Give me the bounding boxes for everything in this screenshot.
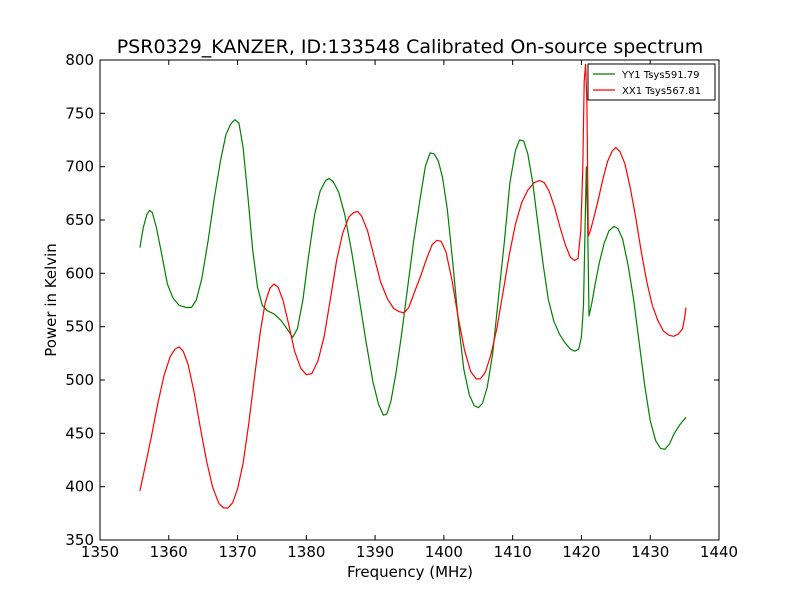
legend-label-yy1: YY1 Tsys591.79 [621,70,700,81]
y-tick-label: 800 [65,51,94,69]
legend-label-xx1: XX1 Tsys567.81 [622,86,701,97]
x-tick-label: 1360 [150,543,188,561]
x-tick-label: 1440 [700,543,738,561]
chart-title: PSR0329_KANZER, ID:133548 Calibrated On-… [117,36,704,58]
y-tick-label: 650 [65,211,94,229]
y-tick-label: 600 [65,264,94,282]
plot-background [100,60,719,540]
y-tick-label: 500 [65,371,94,389]
x-tick-label: 1420 [562,543,600,561]
y-tick-label: 750 [65,104,94,122]
y-tick-label: 700 [65,158,94,176]
x-axis-label: Frequency (MHz) [347,563,473,581]
x-tick-label: 1350 [81,543,119,561]
y-tick-label: 450 [65,424,94,442]
x-tick-label: 1370 [218,543,256,561]
y-tick-label: 400 [65,478,94,496]
x-axis: 1350 1360 1370 1380 1390 1400 1410 1420 1430 1440 [81,60,738,561]
series-line-1 [139,63,687,509]
y-tick-label: 350 [65,531,94,549]
x-tick-label: 1390 [356,543,394,561]
x-tick-label: 1400 [425,543,463,561]
legend: YY1 Tsys591.79 XX1 Tsys567.81 [587,63,716,101]
legend-box [587,63,716,101]
x-tick-label: 1410 [494,543,532,561]
series-line-0 [139,119,687,450]
x-tick-label: 1380 [287,543,325,561]
plot-frame [99,59,720,541]
y-axis-label: Power in Kelvin [42,243,60,357]
x-tick-label: 1430 [631,543,669,561]
y-tick-label: 550 [65,318,94,336]
series-layer [139,63,687,509]
y-axis: 350 400 450 500 550 600 650 700 750 800 [65,51,719,549]
